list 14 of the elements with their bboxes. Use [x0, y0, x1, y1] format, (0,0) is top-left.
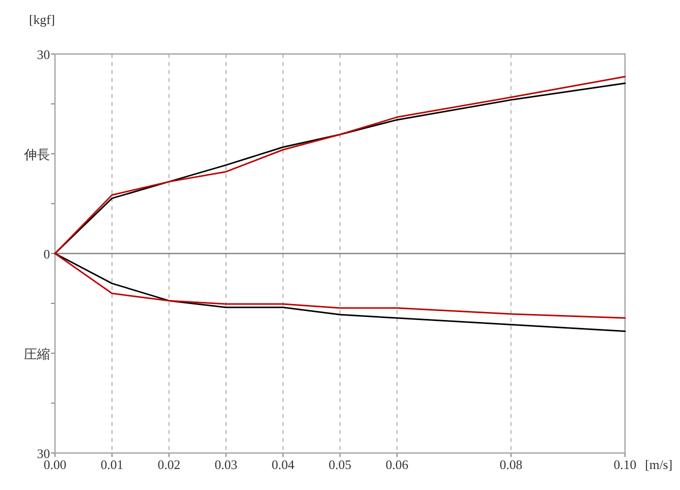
ytick: 30 [37, 47, 50, 62]
xtick: 0.08 [500, 457, 522, 472]
ytick: 伸長 [24, 146, 50, 162]
xtick: 0.03 [214, 457, 238, 472]
ytick: 圧縮 [24, 346, 50, 362]
xtick: 0.02 [158, 457, 180, 472]
xtick: 0.06 [386, 457, 408, 472]
xtick: 0.05 [328, 457, 352, 472]
ytick: 0 [44, 246, 50, 262]
xtick: 0.01 [100, 457, 124, 472]
xtick: 0.04 [272, 457, 294, 472]
xlabel: [m/s] [645, 457, 672, 472]
ylabel: [kgf] [29, 12, 55, 27]
xtick: 0.10 [614, 457, 636, 472]
